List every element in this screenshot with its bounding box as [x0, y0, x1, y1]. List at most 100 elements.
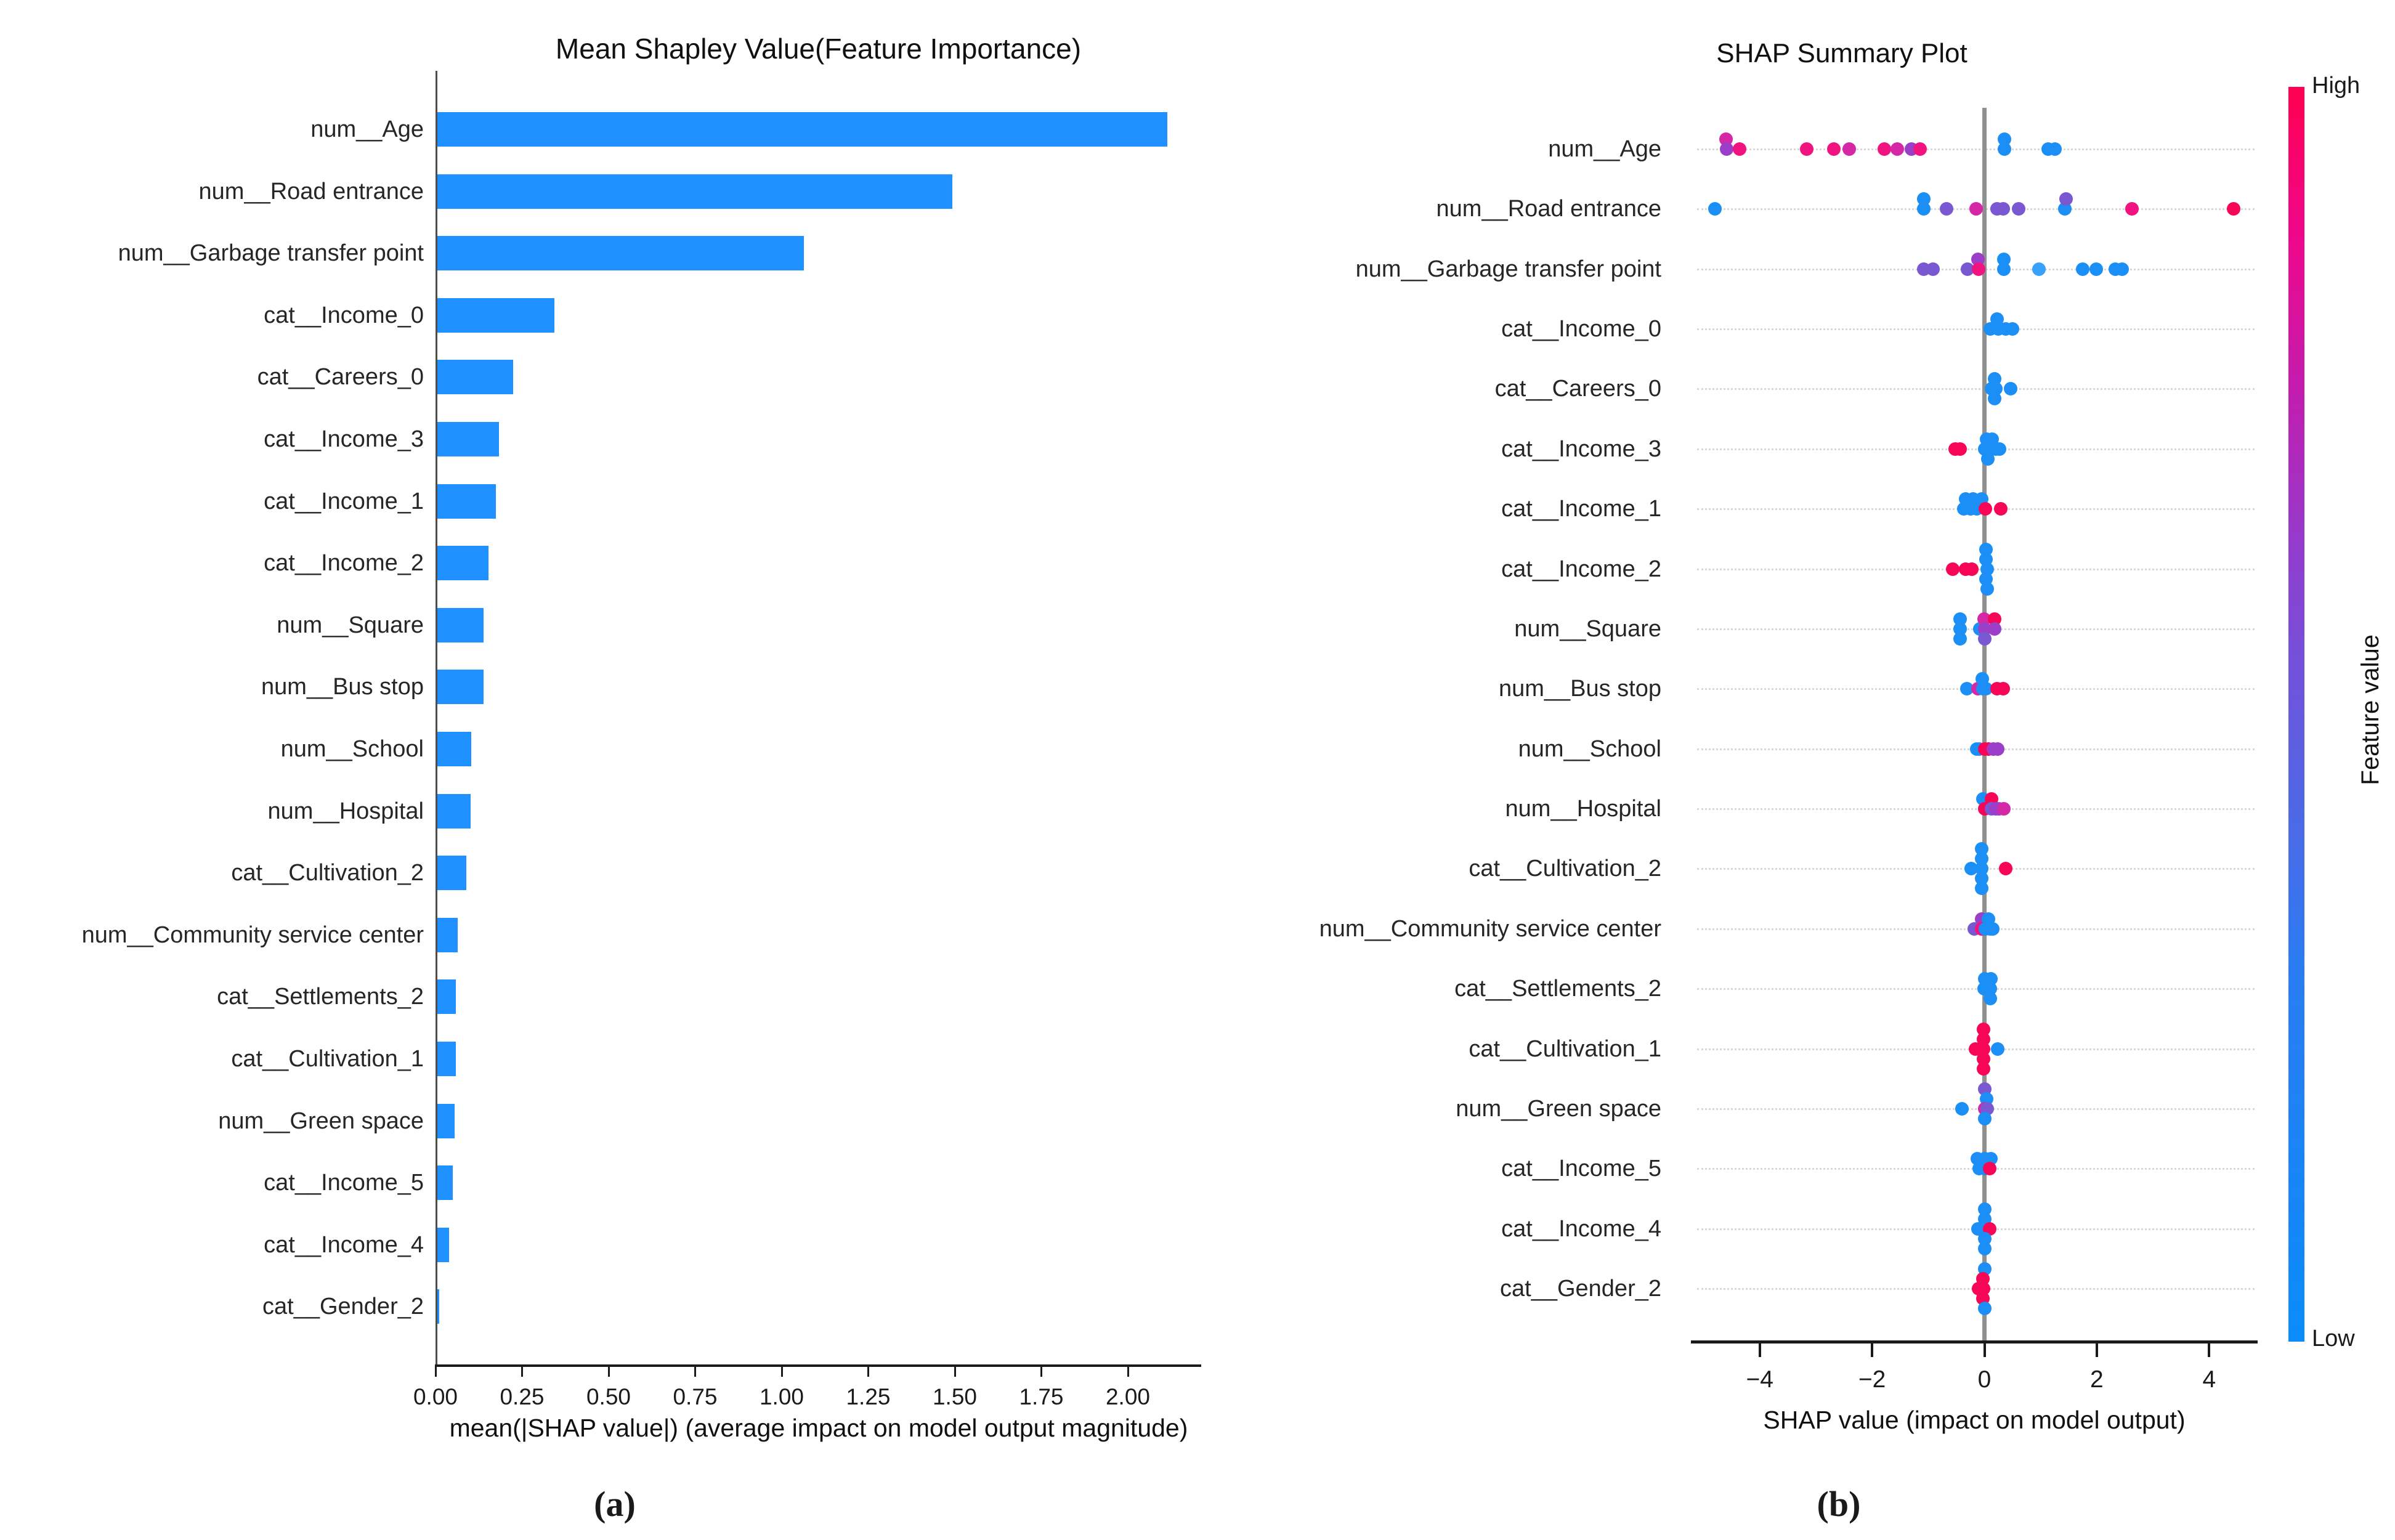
- shap-dot: [1982, 1162, 1996, 1176]
- feature-label: num__Bus stop: [261, 674, 424, 700]
- colorbar-high-label: High: [2312, 73, 2361, 99]
- panel-a-caption: (a): [594, 1484, 636, 1524]
- feature-label: num__Road entrance: [1436, 196, 1661, 222]
- bar: [437, 607, 484, 642]
- feature-label: num__Community service center: [1319, 915, 1661, 942]
- shap-dot: [1993, 442, 2007, 456]
- feature-label: cat__Income_4: [1501, 1215, 1661, 1242]
- shap-dot: [1974, 881, 1988, 896]
- shap-dot: [2089, 262, 2103, 276]
- bar: [437, 422, 500, 456]
- x-tick-mark: [1040, 1364, 1042, 1377]
- shap-dot: [1878, 142, 1892, 156]
- x-tick-label: −2: [1858, 1366, 1886, 1393]
- feature-label: num__Hospital: [267, 798, 424, 824]
- feature-label: num__Green space: [218, 1108, 424, 1134]
- x-tick-label: 0.50: [586, 1384, 631, 1409]
- shap-dot: [1976, 1052, 1990, 1066]
- shap-dot: [1917, 202, 1931, 216]
- bar: [437, 1042, 456, 1076]
- x-tick-label: 1.25: [846, 1384, 891, 1409]
- shap-dot: [1977, 1202, 1992, 1216]
- bar: [437, 1103, 455, 1138]
- feature-value-colorbar: [2288, 87, 2304, 1342]
- shap-dot: [1926, 262, 1940, 276]
- row-gridline: [1697, 808, 2255, 811]
- shap-dot: [2115, 262, 2129, 276]
- feature-label: num__Age: [310, 116, 424, 142]
- bar: [437, 917, 458, 952]
- feature-label: num__Road entrance: [198, 178, 424, 205]
- feature-label: cat__Income_1: [1501, 496, 1661, 522]
- x-tick-mark: [867, 1364, 869, 1377]
- feature-label: cat__Income_0: [264, 302, 424, 328]
- feature-label: num__Square: [277, 612, 424, 638]
- bar: [437, 298, 555, 333]
- panel-b-x-axis-line: [1691, 1340, 2258, 1343]
- feature-label: num__Square: [1514, 615, 1661, 642]
- shap-dot: [1977, 1111, 1992, 1125]
- feature-label: cat__Settlements_2: [1454, 976, 1661, 1002]
- row-gridline: [1697, 388, 2255, 391]
- x-tick-mark: [780, 1364, 783, 1377]
- panel-b-title: SHAP Summary Plot: [1716, 38, 1967, 68]
- x-tick-label: −4: [1746, 1366, 1773, 1393]
- panel-a-x-axis-title: mean(|SHAP value|) (average impact on mo…: [449, 1414, 1188, 1442]
- x-tick-label: 0: [1977, 1366, 1992, 1393]
- bar: [437, 174, 953, 209]
- panel-a-y-axis-line: [436, 71, 437, 1364]
- shap-dot: [2059, 192, 2073, 206]
- panel-a-title: Mean Shapley Value(Feature Importance): [555, 33, 1082, 65]
- shap-dot: [1976, 1032, 1990, 1046]
- x-tick-mark: [1983, 1343, 1986, 1357]
- x-tick-mark: [1127, 1364, 1129, 1377]
- shap-dot: [1997, 802, 2011, 816]
- x-tick-label: 2.00: [1105, 1384, 1150, 1409]
- feature-label: cat__Income_3: [264, 426, 424, 452]
- bar: [437, 484, 496, 519]
- shap-dot: [1972, 262, 1986, 276]
- shap-dot: [1996, 682, 2010, 696]
- feature-label: num__Garbage transfer point: [118, 240, 424, 267]
- bar: [437, 236, 804, 271]
- panel-b-caption: (b): [1817, 1484, 1861, 1524]
- feature-label: cat__Income_5: [264, 1170, 424, 1196]
- feature-label: cat__Income_1: [264, 488, 424, 514]
- x-tick-mark: [434, 1364, 437, 1377]
- bar: [437, 856, 466, 891]
- panel-b-zero-line: [1982, 108, 1987, 1342]
- x-tick-mark: [521, 1364, 523, 1377]
- feature-label: num__Community service center: [81, 922, 424, 948]
- bar: [437, 732, 472, 766]
- shap-dot: [1998, 142, 2012, 156]
- x-tick-label: 4: [2202, 1366, 2216, 1393]
- feature-label: cat__Gender_2: [262, 1294, 424, 1320]
- shap-dot: [1800, 142, 1814, 156]
- shap-dot: [1993, 502, 2008, 516]
- colorbar-low-label: Low: [2312, 1326, 2355, 1352]
- shap-dot: [1976, 1061, 1990, 1076]
- shap-dot: [1977, 1302, 1992, 1316]
- feature-label: num__School: [280, 736, 424, 762]
- shap-dot: [2076, 262, 2090, 276]
- x-tick-mark: [2095, 1343, 2098, 1357]
- shap-dot: [1977, 1231, 1992, 1246]
- feature-label: cat__Cultivation_2: [231, 860, 424, 886]
- shap-dot: [1890, 142, 1905, 156]
- shap-dot: [2226, 202, 2240, 216]
- shap-dot: [1732, 142, 1746, 156]
- feature-label: cat__Income_4: [264, 1231, 424, 1258]
- bar: [437, 793, 471, 829]
- shap-dot: [1940, 202, 1954, 216]
- x-tick-mark: [954, 1364, 956, 1377]
- shap-dot: [2057, 202, 2072, 216]
- shap-dot: [1953, 442, 1967, 456]
- shap-dot: [1979, 502, 1993, 516]
- shap-dot: [2032, 262, 2046, 276]
- colorbar-axis-title: Feature value: [2357, 634, 2384, 785]
- shap-dot: [1980, 582, 1995, 596]
- feature-label: num__Age: [1548, 136, 1661, 162]
- bar: [437, 670, 484, 705]
- shap-dot: [2006, 322, 2020, 336]
- feature-label: cat__Gender_2: [1500, 1276, 1661, 1302]
